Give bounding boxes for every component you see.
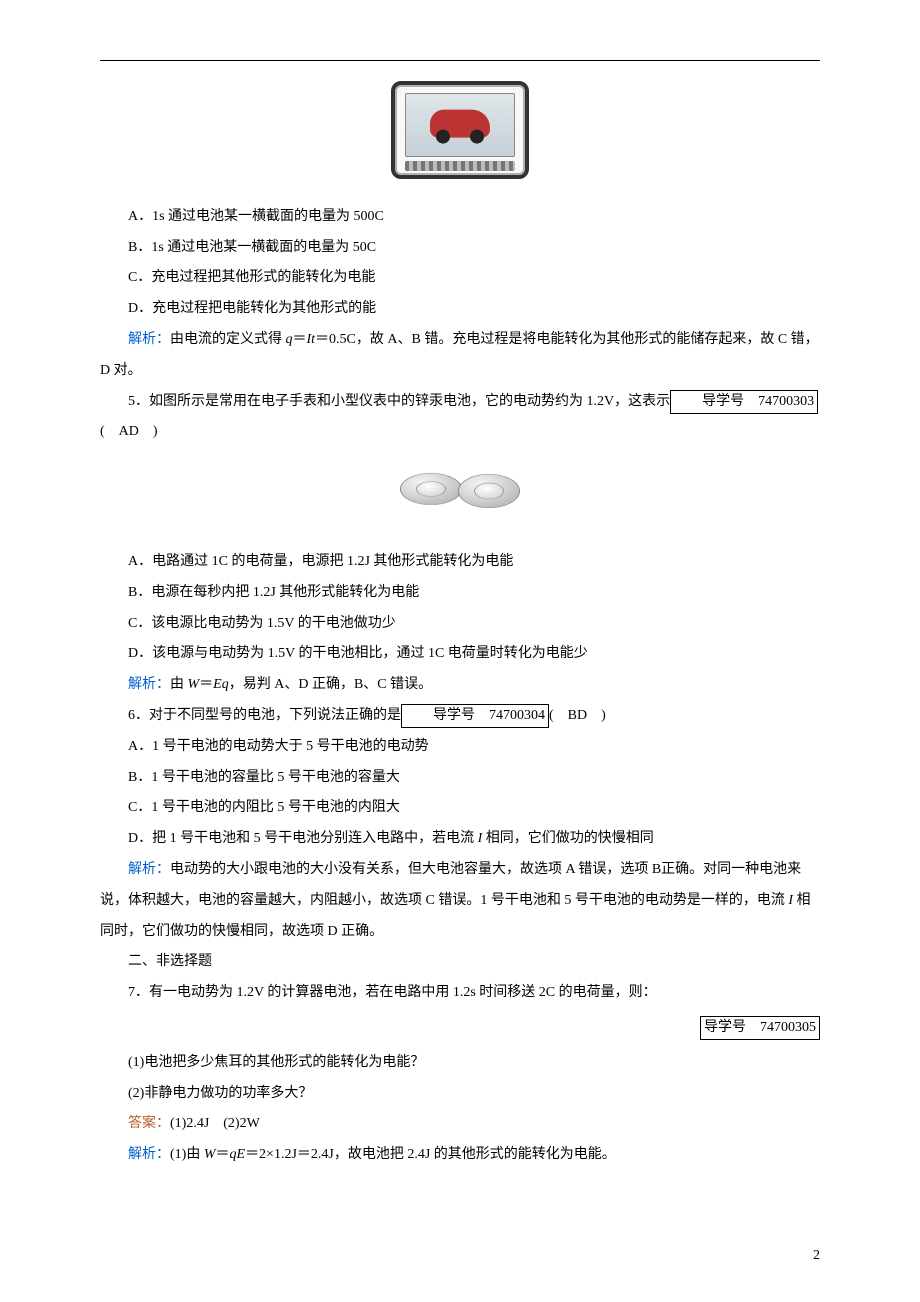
q6-stem: 6．对于不同型号的电池，下列说法正确的是导学号 74700304( BD ) (100, 701, 820, 732)
q7-answer-text: (1)2.4J (2)2W (170, 1116, 260, 1131)
q7-analysis: 解析：(1)由 W＝qE＝2×1.2J＝2.4J，故电池把 2.4J 的其他形式… (100, 1140, 820, 1171)
cell-left-icon (400, 473, 462, 505)
q6-option-d-a: D．把 1 号干电池和 5 号干电池分别连入电路中，若电流 (128, 831, 478, 846)
q5-option-d: D．该电源与电动势为 1.5V 的干电池相比，通过 1C 电荷量时转化为电能少 (100, 639, 820, 670)
study-number-box: 导学号 74700303 (670, 390, 818, 414)
q5-answer-paren: ( AD ) (100, 424, 158, 439)
q5-stem-text: 5．如图所示是常用在电子手表和小型仪表中的锌汞电池，它的电动势约为 1.2V，这… (128, 394, 670, 409)
q7-study-number-row: 导学号 74700305 (100, 1013, 820, 1044)
q7-analysis-text-b: ＝2×1.2J＝2.4J，故电池把 2.4J 的其他形式的能转化为电能。 (245, 1147, 616, 1162)
section-2-heading: 二、非选择题 (100, 947, 820, 978)
analysis-label: 解析： (128, 677, 170, 692)
q7-stem: 7．有一电动势为 1.2V 的计算器电池，若在电路中用 1.2s 时间移送 2C… (100, 978, 820, 1009)
eq-sign: ＝ (293, 332, 307, 347)
device-frame-icon (391, 81, 529, 179)
var-qe: qE (230, 1147, 246, 1162)
q7-sub-1: (1)电池把多少焦耳的其他形式的能转化为电能？ (100, 1048, 820, 1079)
q5-analysis: 解析：由 W＝Eq，易判 A、D 正确，B、C 错误。 (100, 670, 820, 701)
q7-analysis-text-a: (1)由 (170, 1147, 204, 1162)
car-icon (430, 110, 490, 138)
device-screen-icon (405, 93, 515, 157)
q4-analysis-text-a: 由电流的定义式得 (170, 332, 286, 347)
cell-right-icon (458, 474, 520, 508)
analysis-label: 解析： (128, 862, 170, 877)
q5-analysis-text-a: 由 (170, 677, 188, 692)
eq-sign: ＝ (216, 1147, 230, 1162)
answer-label: 答案： (128, 1116, 170, 1131)
var-it: It (307, 332, 316, 347)
q6-stem-text: 6．对于不同型号的电池，下列说法正确的是 (128, 708, 401, 723)
analysis-label: 解析： (128, 1147, 170, 1162)
var-w: W (188, 677, 200, 692)
q4-option-d: D．充电过程把电能转化为其他形式的能 (100, 294, 820, 325)
analysis-label: 解析： (128, 332, 170, 347)
button-cells-icon (390, 454, 530, 524)
q4-analysis: 解析：由电流的定义式得 q＝It＝0.5C，故 A、B 错。充电过程是将电能转化… (100, 325, 820, 387)
figure-device (100, 81, 820, 192)
q4-option-b: B．1s 通过电池某一横截面的电量为 50C (100, 233, 820, 264)
var-eq: Eq (213, 677, 229, 692)
top-rule (100, 60, 820, 61)
q4-option-c: C．充电过程把其他形式的能转化为电能 (100, 263, 820, 294)
q6-analysis: 解析：电动势的大小跟电池的大小没有关系，但大电池容量大，故选项 A 错误，选项 … (100, 855, 820, 947)
q5-option-b: B．电源在每秒内把 1.2J 其他形式能转化为电能 (100, 578, 820, 609)
device-buttons-icon (405, 161, 515, 171)
q5-option-a: A．电路通过 1C 的电荷量，电源把 1.2J 其他形式能转化为电能 (100, 547, 820, 578)
q5-analysis-text-b: ，易判 A、D 正确，B、C 错误。 (229, 677, 432, 692)
q6-option-a: A．1 号干电池的电动势大于 5 号干电池的电动势 (100, 732, 820, 763)
q6-analysis-text-a: 电动势的大小跟电池的大小没有关系，但大电池容量大，故选项 A 错误，选项 B正确… (100, 862, 801, 908)
q4-option-a: A．1s 通过电池某一横截面的电量为 500C (100, 202, 820, 233)
q6-option-d: D．把 1 号干电池和 5 号干电池分别连入电路中，若电流 I 相同，它们做功的… (100, 824, 820, 855)
eq-sign: ＝ (199, 677, 213, 692)
q5-stem: 5．如图所示是常用在电子手表和小型仪表中的锌汞电池，它的电动势约为 1.2V，这… (100, 387, 820, 449)
var-q: q (286, 332, 293, 347)
page-number: 2 (813, 1241, 820, 1272)
q7-sub-2: (2)非静电力做功的功率多大？ (100, 1079, 820, 1110)
figure-batteries (100, 454, 820, 537)
q5-option-c: C．该电源比电动势为 1.5V 的干电池做功少 (100, 609, 820, 640)
study-number-box: 导学号 74700305 (700, 1016, 820, 1040)
q6-answer-paren: ( BD ) (549, 708, 606, 723)
q7-answer: 答案：(1)2.4J (2)2W (100, 1109, 820, 1140)
q6-option-b: B．1 号干电池的容量比 5 号干电池的容量大 (100, 763, 820, 794)
var-w: W (204, 1147, 216, 1162)
document-page: A．1s 通过电池某一横截面的电量为 500C B．1s 通过电池某一横截面的电… (0, 0, 920, 1302)
q6-option-c: C．1 号干电池的内阻比 5 号干电池的内阻大 (100, 793, 820, 824)
study-number-box: 导学号 74700304 (401, 704, 549, 728)
q6-option-d-b: 相同，它们做功的快慢相同 (482, 831, 654, 846)
